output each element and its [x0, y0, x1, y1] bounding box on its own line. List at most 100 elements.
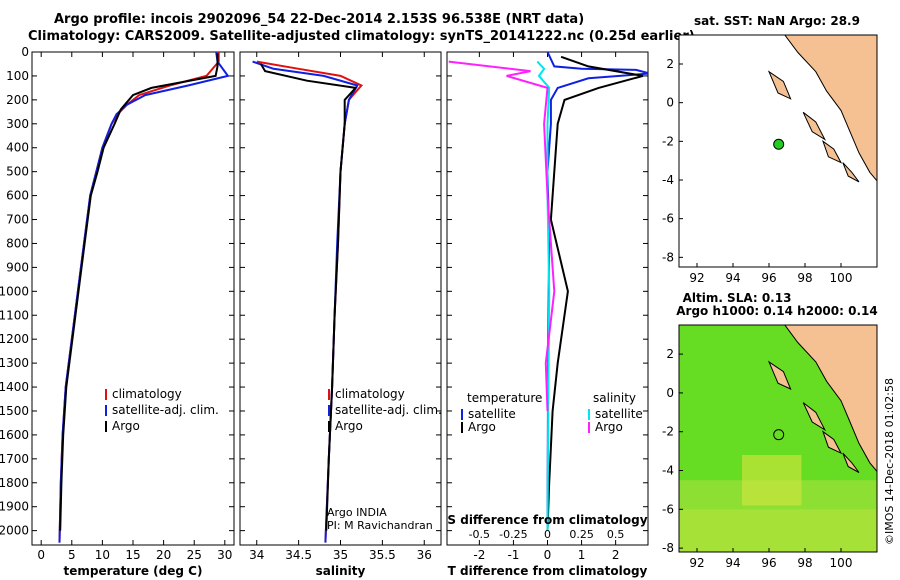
series-line-argo — [59, 53, 219, 531]
depth-tick-label: 2000 — [0, 524, 29, 538]
sst-map-panel: 92 94 96 98 100 2 0 -2 -4 -6 -8 — [662, 34, 878, 285]
depth-tick-label: 800 — [6, 236, 29, 250]
map-y-tick-label: 2 — [666, 57, 674, 71]
x-tick-label: 1 — [578, 548, 586, 562]
salinity-annotation: Argo INDIA — [327, 506, 387, 519]
x-tick-label: 30 — [217, 548, 232, 562]
x-tick-label: 2 — [612, 548, 620, 562]
temperature-panel: 0100200300400500600700800900100011001200… — [0, 45, 235, 578]
imos-watermark: ©IMOS 14-Dec-2018 01:02:58 — [883, 378, 896, 545]
depth-tick-label: 1400 — [0, 380, 29, 394]
land-island — [767, 360, 792, 390]
x-tick-label: -2 — [473, 548, 485, 562]
sla-map-title: Altim. SLA: 0.13 — [683, 291, 792, 305]
x-tick-label: 25 — [187, 548, 202, 562]
land-island — [842, 162, 860, 183]
argo-float-marker — [773, 429, 785, 441]
map-x-tick-label: 96 — [761, 271, 776, 285]
diff-s-tick-label: 0 — [544, 528, 551, 541]
depth-tick-label: 600 — [6, 189, 29, 203]
sla-map-frame — [678, 324, 878, 553]
diff-s-tick-label: 0.5 — [607, 528, 625, 541]
legend-label: climatology — [112, 387, 182, 401]
legend-label: satellite-adj. clim. — [112, 403, 219, 417]
depth-tick-label: 1200 — [0, 332, 29, 346]
diff-top-label: S difference from climatology — [447, 513, 647, 527]
map-x-tick-label: 98 — [797, 556, 812, 570]
depth-tick-label: 400 — [6, 141, 29, 155]
depth-tick-label: 1000 — [0, 284, 29, 298]
land-island — [802, 402, 827, 432]
map-x-tick-label: 100 — [830, 556, 853, 570]
map-y-tick-label: 0 — [666, 96, 674, 110]
depth-tick-label: 500 — [6, 165, 29, 179]
map-y-tick-label: -8 — [662, 541, 674, 555]
map-x-tick-label: 96 — [761, 556, 776, 570]
map-y-tick-label: -2 — [662, 425, 674, 439]
map-y-tick-label: -6 — [662, 212, 674, 226]
x-axis-label: T difference from climatology — [448, 564, 648, 578]
land-island — [822, 430, 843, 455]
x-tick-label: 0 — [37, 548, 45, 562]
depth-tick-label: 1600 — [0, 428, 29, 442]
map-x-tick-label: 92 — [689, 556, 704, 570]
depth-tick-label: 1700 — [0, 452, 29, 466]
x-tick-label: 34 — [249, 548, 264, 562]
legend-label: Argo — [112, 419, 140, 433]
diff-s-tick-label: -0.5 — [469, 528, 490, 541]
map-x-tick-label: 92 — [689, 271, 704, 285]
legend-label: satellite-adj. clim. — [335, 403, 442, 417]
depth-tick-label: 700 — [6, 213, 29, 227]
salinity-panel: 34 34.5 35 35.5 36 salinity — [239, 51, 442, 578]
figure-title-line1: Argo profile: incois 2902096_54 22-Dec-2… — [54, 12, 585, 27]
legend-label: climatology — [335, 387, 405, 401]
legend-label: Argo — [595, 420, 623, 434]
diff-legend-title-temperature: temperature — [467, 391, 542, 405]
legend-label: satellite — [595, 407, 643, 421]
series-line-t-argo — [546, 55, 644, 531]
x-tick-label: 15 — [125, 548, 140, 562]
x-tick-label: 0 — [544, 548, 552, 562]
map-x-tick-label: 100 — [830, 271, 853, 285]
depth-tick-label: 200 — [6, 93, 29, 107]
x-tick-label: 36 — [417, 548, 432, 562]
x-axis-label: salinity — [316, 564, 366, 578]
land-island — [767, 70, 792, 100]
series-line-s-argo — [448, 60, 556, 412]
depth-tick-label: 1500 — [0, 404, 29, 418]
depth-tick-label: 900 — [6, 260, 29, 274]
x-tick-label: -1 — [507, 548, 519, 562]
x-tick-label: 20 — [156, 548, 171, 562]
depth-tick-label: 1900 — [0, 500, 29, 514]
x-tick-label: 10 — [95, 548, 110, 562]
diff-s-tick-label: -0.25 — [499, 528, 527, 541]
land-sumatra — [784, 35, 877, 182]
depth-tick-label: 0 — [21, 45, 29, 59]
diff-legend-title-salinity: salinity — [593, 391, 636, 405]
difference-panel: -2 -1 0 1 2 T difference from climatology — [446, 51, 649, 578]
depth-tick-label: 1800 — [0, 476, 29, 490]
depth-tick-label: 300 — [6, 117, 29, 131]
argo-float-marker — [773, 138, 785, 150]
salinity-frame — [239, 51, 442, 546]
depth-tick-label: 1300 — [0, 356, 29, 370]
land-island — [822, 139, 843, 164]
map-y-tick-label: -4 — [662, 464, 674, 478]
land-sumatra — [784, 325, 877, 473]
x-tick-label: 35 — [333, 548, 348, 562]
map-y-tick-label: -6 — [662, 502, 674, 516]
x-tick-label: 5 — [68, 548, 76, 562]
salinity-annotation: PI: M Ravichandran — [327, 519, 433, 532]
series-line-s-satellite — [536, 60, 551, 531]
map-y-tick-label: -8 — [662, 250, 674, 264]
legend-label: Argo — [335, 419, 363, 433]
land-island — [802, 111, 827, 141]
map-y-tick-label: -4 — [662, 173, 674, 187]
sla-map-subtitle: Argo h1000: 0.14 h2000: 0.14 — [676, 304, 877, 318]
map-y-tick-label: 0 — [666, 386, 674, 400]
map-y-tick-label: 2 — [666, 347, 674, 361]
sla-field-south2 — [679, 509, 877, 552]
depth-tick-label: 100 — [6, 69, 29, 83]
